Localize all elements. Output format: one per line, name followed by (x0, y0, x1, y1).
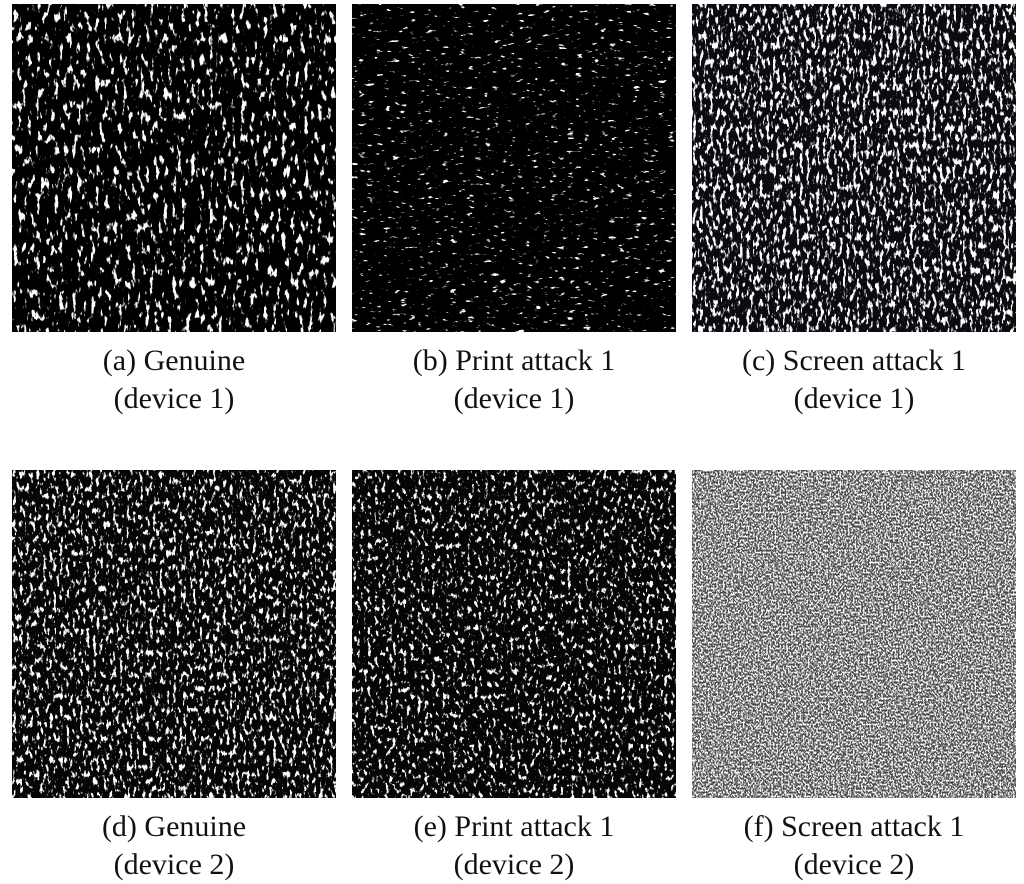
noise-texture (12, 470, 336, 798)
noise-texture (692, 470, 1016, 798)
texture-image (352, 470, 676, 798)
noise-texture (692, 4, 1016, 332)
caption-device: (device 2) (454, 848, 575, 881)
caption-device: (device 1) (794, 382, 915, 415)
noise-texture (352, 4, 676, 332)
noise-texture (12, 4, 336, 332)
caption-label: (b) Print attack 1 (413, 344, 615, 377)
caption-device: (device 2) (114, 848, 235, 881)
texture-image (692, 4, 1016, 332)
caption-label: (c) Screen attack 1 (742, 344, 966, 377)
caption-label: (e) Print attack 1 (414, 810, 615, 843)
noise-texture (352, 470, 676, 798)
texture-image (12, 4, 336, 332)
caption-device: (device 1) (454, 382, 575, 415)
caption-device: (device 1) (114, 382, 235, 415)
caption-label: (a) Genuine (103, 344, 245, 377)
figure: (a) Genuine (device 1) (b) Print attack 1 (… (0, 0, 1024, 884)
caption-device: (device 2) (794, 848, 915, 881)
caption-label: (f) Screen attack 1 (744, 810, 965, 843)
caption-label: (d) Genuine (102, 810, 246, 843)
texture-image (352, 4, 676, 332)
texture-image (12, 470, 336, 798)
texture-image (692, 470, 1016, 798)
